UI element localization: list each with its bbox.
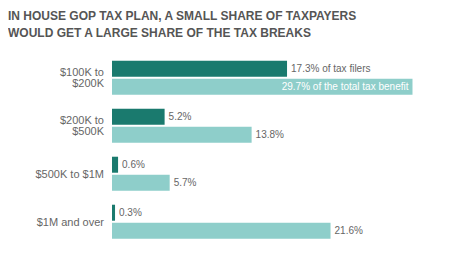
svg-text:21.6%: 21.6% <box>335 225 363 236</box>
svg-text:5.2%: 5.2% <box>169 111 192 122</box>
svg-text:5.7%: 5.7% <box>174 177 197 188</box>
svg-text:$500K to $1M: $500K to $1M <box>36 168 105 180</box>
svg-text:13.8%: 13.8% <box>256 129 284 140</box>
html-text:WOULD GET A LARGE SHARE OF THE: WOULD GET A LARGE SHARE OF THE TAX BREAK… <box>8 26 311 40</box>
svg-text:17.3% of tax filers: 17.3% of tax filers <box>291 63 370 74</box>
svg-text:0.3%: 0.3% <box>119 207 142 218</box>
svg-text:$200K to$500K: $200K to$500K <box>60 114 105 137</box>
svg-text:0.6%: 0.6% <box>122 159 145 170</box>
html-text:IN HOUSE GOP TAX PLAN, A SMALL: IN HOUSE GOP TAX PLAN, A SMALL SHARE OF … <box>8 9 357 23</box>
svg-text:$100K to$200K: $100K to$200K <box>60 66 105 89</box>
svg-text:$1M and over: $1M and over <box>37 216 105 228</box>
svg-text:29.7% of the total tax benefit: 29.7% of the total tax benefit <box>282 81 409 92</box>
